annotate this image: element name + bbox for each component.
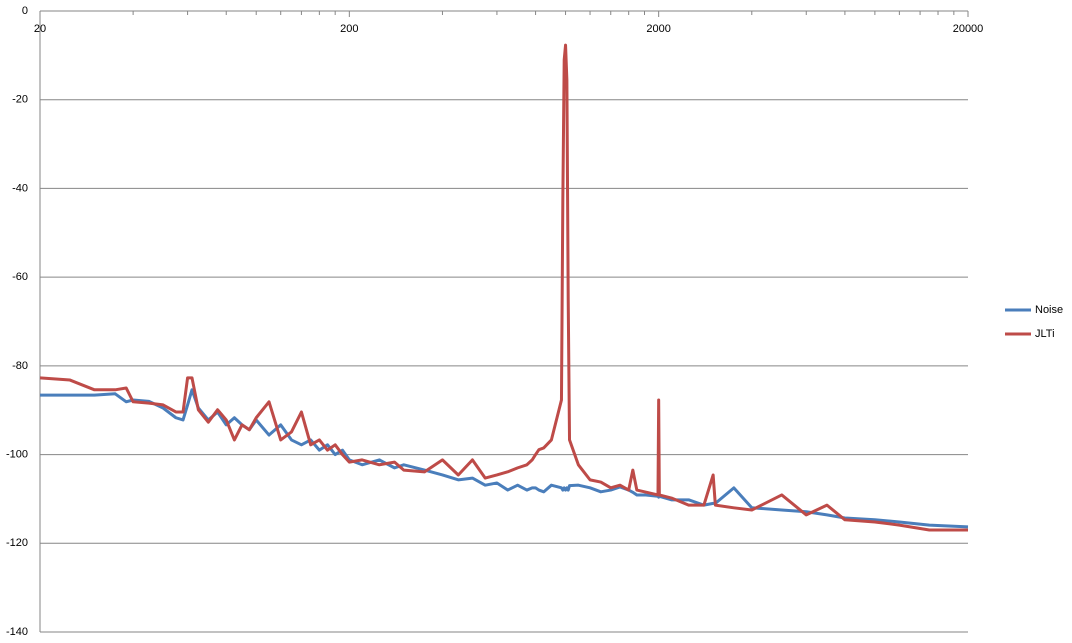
y-tick-label: -60 [12, 271, 28, 283]
y-tick-label: -80 [12, 360, 28, 372]
series-line [39, 43, 968, 532]
y-tick-label: -100 [6, 448, 28, 460]
y-tick-label: -40 [12, 182, 28, 194]
y-tick-label: -20 [12, 94, 28, 106]
y-tick-label: -120 [6, 537, 28, 549]
x-tick-label: 200 [340, 23, 358, 35]
legend-label: Noise [1035, 304, 1063, 316]
y-tick-label: 0 [22, 5, 28, 17]
x-tick-label: 2000 [646, 23, 670, 35]
x-tick-label: 20000 [953, 23, 984, 35]
x-tick-label: 20 [34, 23, 46, 35]
legend-label: JLTi [1035, 328, 1055, 340]
y-tick-label: -140 [6, 626, 28, 638]
